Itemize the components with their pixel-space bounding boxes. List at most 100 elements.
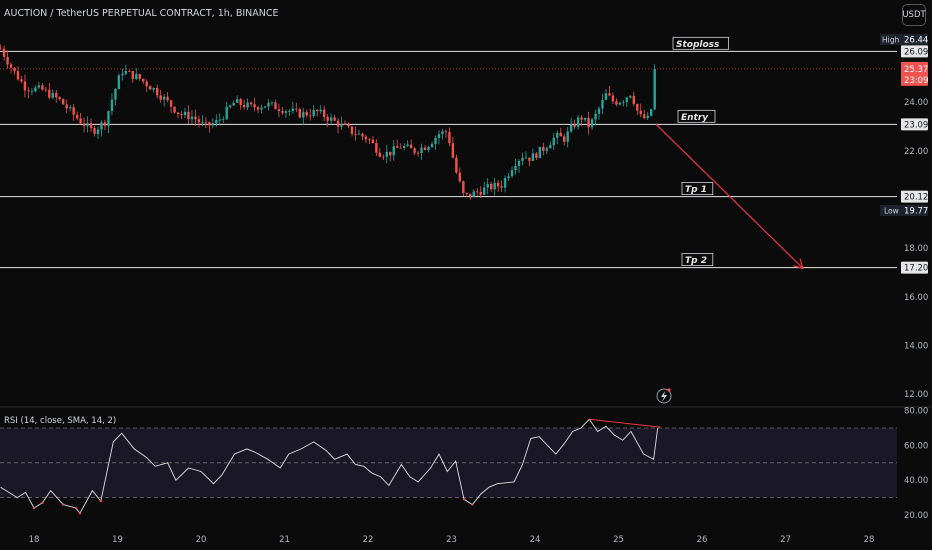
candle-body	[176, 112, 180, 114]
candle	[152, 87, 155, 93]
candle	[552, 132, 555, 151]
candle	[371, 136, 375, 144]
level-label-tp-1: Tp 1	[681, 182, 714, 195]
rsi-tick-label: 80.00	[904, 407, 928, 417]
candle	[329, 113, 333, 125]
candle-body	[135, 74, 138, 79]
candle-body	[20, 79, 23, 82]
candle-body	[201, 121, 204, 123]
candle-body	[302, 112, 305, 118]
candle	[587, 111, 590, 135]
candle-body	[96, 129, 100, 134]
rsi-tick-label: 40.00	[904, 476, 928, 486]
candle	[423, 145, 427, 151]
candle-body	[632, 95, 636, 105]
candle-body	[503, 178, 507, 188]
time-tick-label: 23	[446, 535, 457, 545]
candle	[316, 109, 319, 117]
candle	[44, 87, 48, 93]
candle	[632, 91, 636, 107]
candle	[618, 101, 622, 106]
level-label-text: Tp 2	[685, 256, 707, 266]
entry-tag-bg	[901, 118, 928, 131]
rsi-line[interactable]	[0, 418, 659, 515]
candle-body	[382, 156, 385, 158]
candle-body	[288, 110, 291, 112]
candle-body	[611, 95, 615, 102]
projection-arrow[interactable]	[655, 123, 802, 267]
candle-body	[556, 132, 559, 138]
candle-body	[385, 151, 388, 157]
candle-body	[347, 124, 350, 127]
candle-body	[149, 86, 152, 90]
time-tick-label: 19	[112, 535, 123, 545]
candle	[496, 179, 500, 193]
rsi-pane[interactable]	[0, 406, 932, 515]
candle	[542, 142, 545, 156]
candle	[263, 106, 267, 109]
candle	[569, 118, 573, 134]
candle	[107, 110, 110, 134]
candle	[437, 130, 441, 145]
candle-body	[559, 132, 562, 137]
candle	[2, 45, 6, 61]
candle-body	[375, 142, 378, 153]
candle	[267, 99, 270, 111]
lightning-icon[interactable]	[656, 388, 672, 404]
price-tick-label: 16.00	[904, 293, 928, 303]
candle	[124, 64, 128, 76]
candle	[298, 107, 302, 119]
candle	[242, 99, 246, 110]
candle	[354, 126, 357, 141]
candle	[378, 148, 382, 158]
candle-body	[604, 93, 608, 100]
candle	[229, 104, 232, 109]
price-pane[interactable]: Stoploss Entry Tp 1 Tp 2	[0, 36, 897, 404]
level-label-text: Entry	[681, 113, 709, 123]
candle	[389, 151, 392, 162]
candle-body	[117, 75, 121, 90]
candle-body	[434, 137, 437, 144]
candle-body	[284, 111, 288, 113]
candle	[249, 101, 253, 107]
candle-body	[489, 183, 493, 190]
candle	[103, 119, 107, 131]
candle	[375, 139, 378, 157]
candle	[524, 151, 528, 159]
candle	[284, 109, 288, 119]
candle-body	[368, 139, 371, 141]
rsi-divergence-line[interactable]	[589, 418, 661, 428]
candle-body	[608, 93, 611, 96]
candle-body	[601, 99, 604, 109]
candle-body	[215, 120, 218, 124]
candle	[117, 73, 121, 90]
rsi-oversold-point	[32, 506, 36, 510]
candle-body	[423, 147, 427, 151]
candle	[225, 102, 228, 121]
candle-body	[406, 144, 409, 146]
tp1-tag: 20.12	[901, 190, 928, 203]
candle-body	[469, 193, 472, 197]
candle-body	[625, 97, 629, 102]
candle-body	[180, 113, 183, 116]
high-tag-label: High	[882, 36, 899, 45]
candle-body	[110, 99, 114, 111]
currency-button[interactable]: USDT	[902, 4, 926, 26]
candle	[312, 104, 315, 118]
candle-body	[6, 56, 9, 65]
candle-body	[89, 123, 93, 129]
candle	[27, 87, 30, 99]
candle-body	[615, 101, 618, 105]
candle-body	[462, 181, 465, 193]
candle	[96, 126, 100, 139]
candle	[173, 106, 176, 114]
candle-body	[378, 152, 382, 157]
candle-body	[128, 71, 131, 72]
candle	[169, 99, 173, 114]
candle	[489, 181, 493, 193]
candle-body	[103, 122, 107, 126]
candle-body	[131, 71, 135, 79]
candle	[448, 127, 451, 147]
